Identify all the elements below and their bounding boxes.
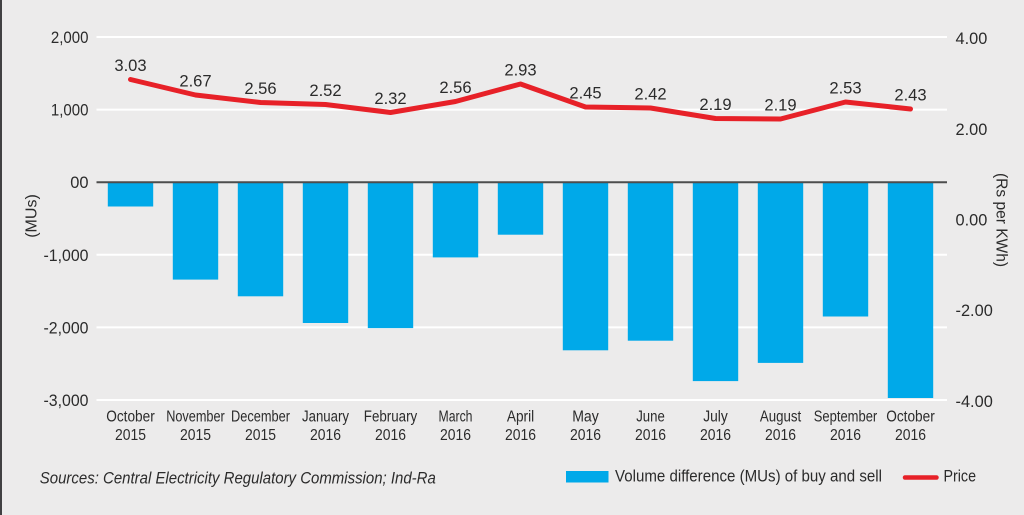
svg-text:July: July: [703, 409, 728, 426]
svg-text:January: January: [302, 409, 349, 426]
svg-text:0.00: 0.00: [956, 211, 988, 230]
svg-text:December: December: [231, 409, 290, 426]
svg-text:2015: 2015: [180, 427, 211, 444]
svg-text:October: October: [886, 409, 935, 426]
svg-text:2.56: 2.56: [244, 79, 276, 98]
svg-text:2.00: 2.00: [956, 120, 988, 139]
svg-text:4.00: 4.00: [956, 29, 988, 48]
svg-text:(MUs): (MUs): [24, 194, 41, 238]
svg-text:April: April: [507, 409, 534, 426]
svg-text:(Rs per KWh): (Rs per KWh): [993, 173, 1010, 267]
svg-text:March: March: [439, 409, 473, 426]
svg-text:-2.00: -2.00: [956, 301, 993, 320]
svg-text:3.03: 3.03: [114, 56, 146, 75]
svg-text:November: November: [166, 409, 225, 426]
svg-text:2.67: 2.67: [179, 72, 211, 91]
svg-text:2016: 2016: [895, 427, 926, 444]
svg-text:2016: 2016: [570, 427, 601, 444]
svg-text:February: February: [364, 409, 418, 426]
svg-text:2016: 2016: [765, 427, 796, 444]
svg-text:June: June: [636, 409, 665, 426]
svg-text:2015: 2015: [245, 427, 276, 444]
svg-text:2.19: 2.19: [699, 95, 731, 114]
svg-text:2.52: 2.52: [309, 81, 341, 100]
svg-text:-1,000: -1,000: [44, 246, 89, 265]
svg-text:October: October: [106, 409, 155, 426]
svg-text:-4.00: -4.00: [956, 392, 993, 411]
svg-text:2016: 2016: [440, 427, 471, 444]
svg-text:-3,000: -3,000: [44, 391, 89, 410]
svg-text:2016: 2016: [505, 427, 536, 444]
svg-text:2.45: 2.45: [569, 84, 601, 103]
svg-text:Sources: Central Electricity R: Sources: Central Electricity Regulatory …: [40, 470, 436, 488]
svg-text:Volume difference (MUs) of buy: Volume difference (MUs) of buy and sell: [615, 468, 882, 486]
svg-text:2,000: 2,000: [51, 28, 89, 47]
svg-text:2.53: 2.53: [829, 79, 861, 98]
svg-text:2.32: 2.32: [374, 89, 406, 108]
svg-text:2.19: 2.19: [764, 96, 796, 115]
svg-text:1,000: 1,000: [51, 101, 89, 120]
svg-text:-2,000: -2,000: [44, 318, 89, 337]
svg-text:Price: Price: [944, 468, 977, 486]
svg-text:00: 00: [70, 173, 88, 192]
svg-text:2016: 2016: [700, 427, 731, 444]
svg-text:May: May: [572, 409, 599, 426]
svg-text:2016: 2016: [830, 427, 861, 444]
svg-text:2.56: 2.56: [439, 78, 471, 97]
svg-text:2015: 2015: [115, 427, 146, 444]
svg-text:2016: 2016: [310, 427, 341, 444]
svg-text:2.93: 2.93: [504, 61, 536, 80]
svg-text:2.43: 2.43: [894, 86, 926, 105]
svg-text:2016: 2016: [375, 427, 406, 444]
svg-text:August: August: [760, 409, 802, 426]
svg-text:2016: 2016: [635, 427, 666, 444]
svg-text:September: September: [814, 409, 878, 426]
svg-text:2.42: 2.42: [634, 85, 666, 104]
